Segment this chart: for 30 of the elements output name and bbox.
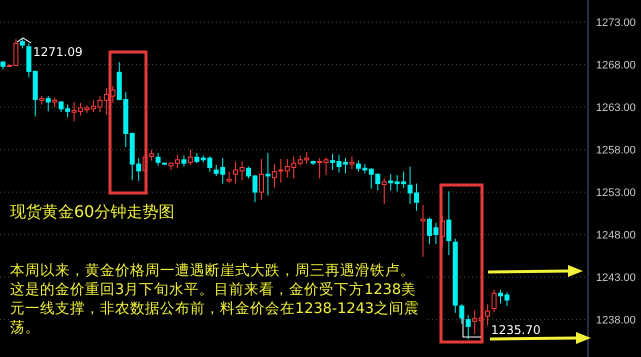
candlestick <box>382 178 387 204</box>
y-tick-label: 1238.00 <box>596 314 636 327</box>
annotation: 本周以来，黄金价格周一遭遇断崖式大跌，周三再遇滑铁卢。这是的金价重回3月下旬水平。目前来看，金价受下方1238美元一线支撑，非农数据公布前，料金价会在1238-1243之间震荡。 <box>10 262 428 338</box>
y-tick-label: 1243.00 <box>596 272 636 284</box>
candlestick <box>149 149 154 162</box>
candlestick <box>459 304 464 324</box>
y-tick-label: 1258.00 <box>596 144 636 157</box>
candlestick <box>446 190 452 256</box>
annotation: 1271.09 <box>33 45 83 59</box>
y-tick-label: 1268.00 <box>596 60 636 72</box>
y-tick-label: 1253.00 <box>596 187 636 200</box>
candlestick <box>188 149 193 166</box>
candlestick <box>258 158 264 200</box>
candlestick <box>265 152 270 196</box>
y-tick-label: 1273.00 <box>596 17 636 30</box>
text: 现货黄金60分钟走势图 <box>10 202 174 223</box>
candlestick <box>181 155 186 168</box>
candlestick <box>485 304 490 326</box>
y-tick-label: 1263.00 <box>596 102 636 114</box>
y-tick-label: 1248.00 <box>596 230 636 242</box>
candlestick <box>20 38 25 49</box>
candlestick <box>226 171 232 184</box>
candlestick <box>46 96 51 112</box>
candlestick <box>52 97 58 108</box>
candlestick <box>466 314 471 340</box>
candlestick <box>492 289 497 312</box>
candlestick <box>420 204 426 258</box>
annotation: 1235.70 <box>491 323 541 337</box>
candlestick <box>472 310 478 335</box>
candlestick <box>349 156 354 170</box>
